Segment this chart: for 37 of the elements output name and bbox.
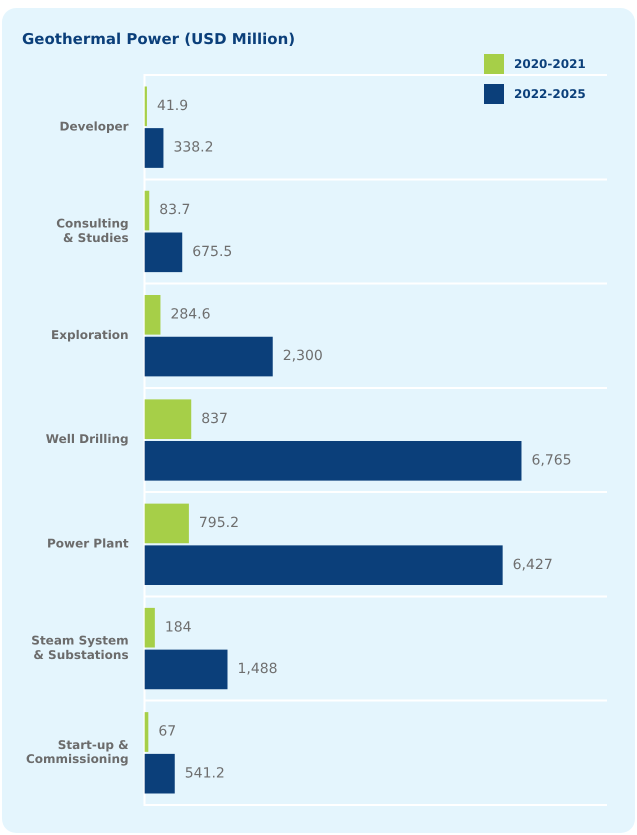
- data-label: 41.9: [156, 98, 188, 114]
- data-label: 795.2: [198, 515, 239, 532]
- bar: [144, 712, 148, 752]
- bar: [144, 128, 164, 168]
- bar: [144, 190, 150, 230]
- legend-label: 2022-2025: [514, 87, 586, 101]
- data-label: 675.5: [192, 244, 232, 260]
- y-tick-label: Steam System & Substations: [31, 633, 129, 662]
- data-label: 541.2: [184, 765, 225, 782]
- bar: [144, 399, 192, 439]
- chart-title: Geothermal Power (USD Million): [22, 30, 296, 48]
- data-label: 1,488: [238, 661, 278, 678]
- data-label: 338.2: [173, 140, 214, 156]
- y-tick-label: Start-up & Commissioning: [26, 738, 129, 766]
- data-label: 6,427: [512, 556, 553, 573]
- y-tick-label: Developer: [60, 119, 129, 134]
- bar: [144, 754, 175, 794]
- y-tick-label: Consulting & Studies: [56, 216, 129, 245]
- data-label: 184: [164, 619, 192, 636]
- bar: [144, 545, 503, 585]
- y-tick-label: Power Plant: [46, 536, 129, 550]
- bar: [144, 295, 160, 335]
- bar: [144, 504, 189, 544]
- data-label: 837: [201, 410, 228, 427]
- y-tick-label: Well Drilling: [46, 432, 129, 446]
- data-label: 284.6: [170, 306, 211, 322]
- bar: [144, 336, 273, 376]
- data-label: 83.7: [159, 202, 190, 218]
- bar: [144, 608, 155, 648]
- data-label: 2,300: [282, 348, 323, 364]
- bar: [144, 441, 522, 481]
- bar: [144, 232, 182, 272]
- y-tick-label: Exploration: [51, 328, 129, 342]
- data-label: 67: [158, 724, 176, 740]
- legend-label: 2020-2021: [514, 57, 586, 71]
- data-label: 6,765: [531, 452, 572, 468]
- bar: [144, 650, 228, 690]
